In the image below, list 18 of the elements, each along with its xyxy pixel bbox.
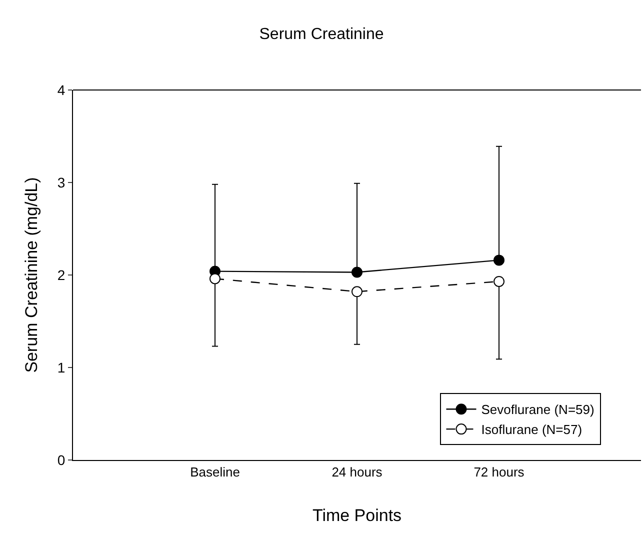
y-tick-label: 3 bbox=[57, 174, 66, 190]
point bbox=[494, 276, 504, 287]
y-tick-label: 2 bbox=[57, 266, 66, 283]
point bbox=[494, 254, 504, 266]
point bbox=[352, 286, 362, 298]
legend-label: Isoflurane (N=57) bbox=[481, 422, 582, 438]
x-tick-label: 72 hours bbox=[474, 464, 525, 480]
y-tick-label: 4 bbox=[57, 82, 66, 98]
legend-label: Sevoflurane (N=59) bbox=[481, 402, 594, 418]
y-axis-title: Serum Creatinine (mg/dL) bbox=[22, 177, 41, 373]
chart-title: Serum Creatinine bbox=[259, 26, 384, 43]
x-tick-label: 24 hours bbox=[332, 464, 383, 480]
point bbox=[210, 273, 220, 284]
x-axis-title: Time Points bbox=[312, 506, 402, 525]
y-tick-label: 1 bbox=[57, 359, 66, 376]
x-tick-label: Baseline bbox=[190, 464, 240, 480]
point bbox=[352, 266, 362, 278]
y-tick-label: 0 bbox=[57, 452, 66, 468]
